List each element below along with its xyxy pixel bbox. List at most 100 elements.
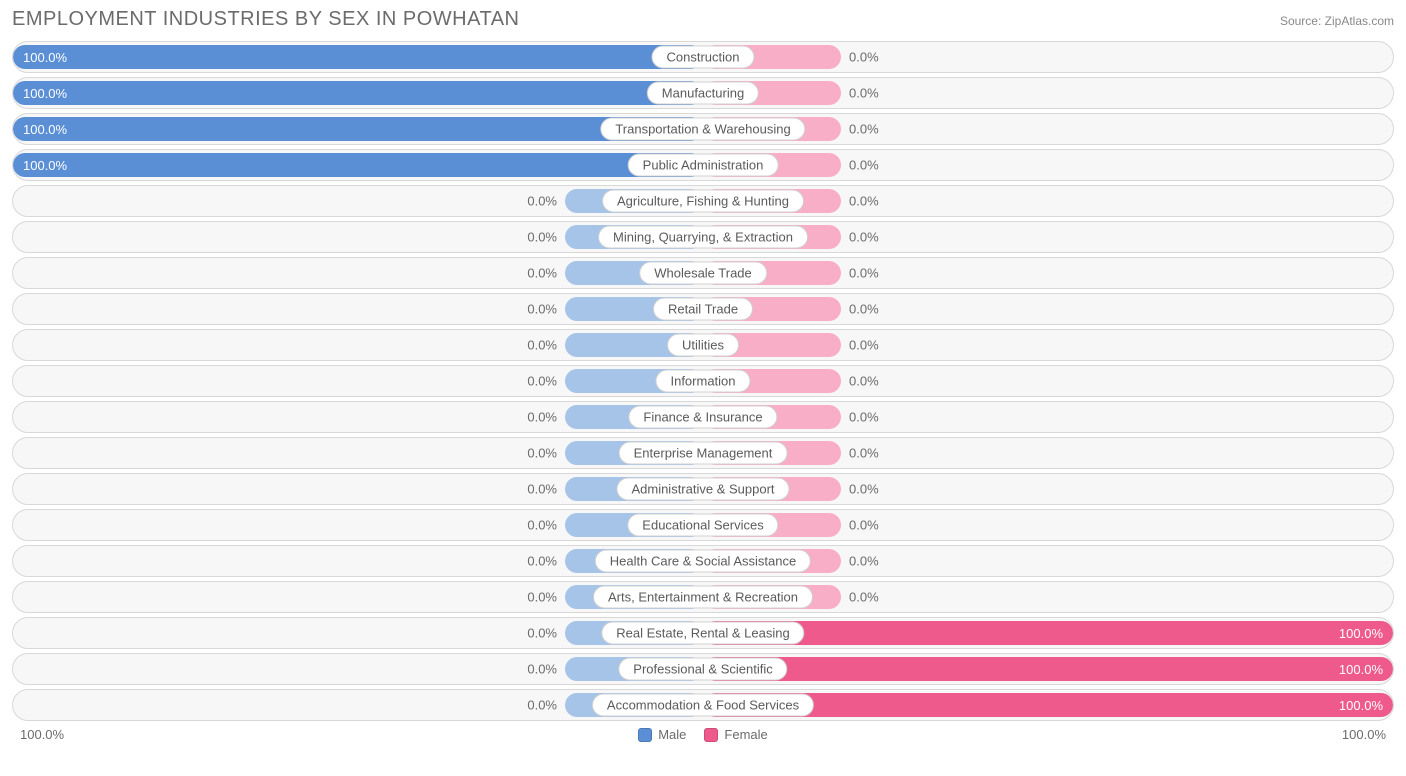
legend-swatch bbox=[704, 728, 718, 742]
row-left-half: 0.0% bbox=[13, 510, 703, 540]
category-label: Finance & Insurance bbox=[628, 406, 777, 429]
axis-left-label: 100.0% bbox=[20, 727, 64, 742]
row-left-half: 100.0% bbox=[13, 150, 703, 180]
row-left-half: 0.0% bbox=[13, 186, 703, 216]
chart-header: EMPLOYMENT INDUSTRIES BY SEX IN POWHATAN… bbox=[12, 8, 1394, 31]
row-right-half: 100.0% bbox=[703, 618, 1393, 648]
legend-label: Male bbox=[658, 727, 686, 742]
category-label: Real Estate, Rental & Leasing bbox=[601, 622, 804, 645]
row-left-half: 0.0% bbox=[13, 294, 703, 324]
chart-row: 0.0% 100.0% Accommodation & Food Services bbox=[12, 689, 1394, 721]
category-label: Enterprise Management bbox=[619, 442, 788, 465]
female-value: 0.0% bbox=[849, 410, 879, 425]
chart-row: 0.0%0.0%Information bbox=[12, 365, 1394, 397]
male-value: 0.0% bbox=[527, 266, 557, 281]
male-bar: 100.0% bbox=[13, 81, 703, 105]
male-value: 0.0% bbox=[527, 626, 557, 641]
row-right-half: 0.0% bbox=[703, 186, 1393, 216]
male-value: 0.0% bbox=[527, 230, 557, 245]
axis-right-label: 100.0% bbox=[1342, 727, 1386, 742]
male-value: 100.0% bbox=[23, 122, 67, 137]
row-left-half: 0.0% bbox=[13, 330, 703, 360]
category-label: Agriculture, Fishing & Hunting bbox=[602, 190, 804, 213]
row-right-half: 0.0% bbox=[703, 402, 1393, 432]
row-left-half: 0.0% bbox=[13, 654, 703, 684]
female-value: 100.0% bbox=[1339, 698, 1383, 713]
chart-footer: 100.0% Male Female 100.0% bbox=[12, 727, 1394, 742]
chart-row: 0.0%0.0%Health Care & Social Assistance bbox=[12, 545, 1394, 577]
category-label: Arts, Entertainment & Recreation bbox=[593, 586, 813, 609]
male-value: 0.0% bbox=[527, 698, 557, 713]
chart-row: 0.0%0.0%Mining, Quarrying, & Extraction bbox=[12, 221, 1394, 253]
female-value: 0.0% bbox=[849, 482, 879, 497]
category-label: Wholesale Trade bbox=[639, 262, 767, 285]
row-left-half: 0.0% bbox=[13, 258, 703, 288]
female-value: 0.0% bbox=[849, 158, 879, 173]
category-label: Professional & Scientific bbox=[618, 658, 787, 681]
male-value: 0.0% bbox=[527, 590, 557, 605]
female-value: 0.0% bbox=[849, 86, 879, 101]
chart-row: 100.0% 0.0% Public Administration bbox=[12, 149, 1394, 181]
row-left-half: 100.0% bbox=[13, 78, 703, 108]
female-value: 0.0% bbox=[849, 338, 879, 353]
row-right-half: 0.0% bbox=[703, 474, 1393, 504]
legend-label: Female bbox=[724, 727, 767, 742]
row-left-half: 100.0% bbox=[13, 42, 703, 72]
chart-row: 0.0% 0.0% Arts, Entertainment & Recreation bbox=[12, 581, 1394, 613]
row-left-half: 0.0% bbox=[13, 618, 703, 648]
chart-row: 0.0% 0.0% Administrative & Support bbox=[12, 473, 1394, 505]
male-bar: 100.0% bbox=[13, 45, 703, 69]
row-left-half: 0.0% bbox=[13, 438, 703, 468]
female-value: 100.0% bbox=[1339, 662, 1383, 677]
row-right-half: 0.0% bbox=[703, 366, 1393, 396]
category-label: Manufacturing bbox=[647, 82, 759, 105]
chart-area: 100.0%0.0%Construction100.0%0.0%Manufact… bbox=[12, 41, 1394, 721]
category-label: Transportation & Warehousing bbox=[600, 118, 805, 141]
female-bar: 100.0% bbox=[703, 657, 1393, 681]
female-value: 0.0% bbox=[849, 194, 879, 209]
category-label: Administrative & Support bbox=[616, 478, 789, 501]
male-value: 0.0% bbox=[527, 662, 557, 677]
row-left-half: 0.0% bbox=[13, 402, 703, 432]
category-label: Information bbox=[655, 370, 750, 393]
female-value: 0.0% bbox=[849, 50, 879, 65]
chart-title: EMPLOYMENT INDUSTRIES BY SEX IN POWHATAN bbox=[12, 8, 520, 31]
female-value: 0.0% bbox=[849, 122, 879, 137]
row-right-half: 0.0% bbox=[703, 258, 1393, 288]
row-right-half: 0.0% bbox=[703, 42, 1393, 72]
row-left-half: 0.0% bbox=[13, 366, 703, 396]
chart-row: 100.0% 0.0% Manufacturing bbox=[12, 77, 1394, 109]
male-value: 0.0% bbox=[527, 446, 557, 461]
row-right-half: 0.0% bbox=[703, 510, 1393, 540]
female-value: 0.0% bbox=[849, 590, 879, 605]
row-right-half: 0.0% bbox=[703, 294, 1393, 324]
category-label: Public Administration bbox=[628, 154, 779, 177]
row-right-half: 0.0% bbox=[703, 78, 1393, 108]
legend-swatch bbox=[638, 728, 652, 742]
male-value: 0.0% bbox=[527, 554, 557, 569]
category-label: Utilities bbox=[667, 334, 739, 357]
category-label: Retail Trade bbox=[653, 298, 753, 321]
row-right-half: 0.0% bbox=[703, 114, 1393, 144]
male-value: 0.0% bbox=[527, 482, 557, 497]
female-value: 0.0% bbox=[849, 374, 879, 389]
female-value: 0.0% bbox=[849, 518, 879, 533]
row-left-half: 0.0% bbox=[13, 474, 703, 504]
row-right-half: 0.0% bbox=[703, 330, 1393, 360]
chart-source: Source: ZipAtlas.com bbox=[1280, 14, 1394, 28]
female-value: 100.0% bbox=[1339, 626, 1383, 641]
category-label: Educational Services bbox=[627, 514, 778, 537]
male-value: 0.0% bbox=[527, 518, 557, 533]
category-label: Accommodation & Food Services bbox=[592, 694, 814, 717]
male-value: 0.0% bbox=[527, 410, 557, 425]
female-value: 0.0% bbox=[849, 446, 879, 461]
chart-row: 0.0%0.0%Utilities bbox=[12, 329, 1394, 361]
row-right-half: 0.0% bbox=[703, 438, 1393, 468]
row-right-half: 0.0% bbox=[703, 150, 1393, 180]
male-value: 100.0% bbox=[23, 50, 67, 65]
legend-item: Male bbox=[638, 727, 686, 742]
chart-row: 0.0%0.0%Retail Trade bbox=[12, 293, 1394, 325]
chart-row: 0.0%0.0%Wholesale Trade bbox=[12, 257, 1394, 289]
legend: Male Female bbox=[64, 727, 1342, 742]
chart-row: 0.0% 0.0% Finance & Insurance bbox=[12, 401, 1394, 433]
